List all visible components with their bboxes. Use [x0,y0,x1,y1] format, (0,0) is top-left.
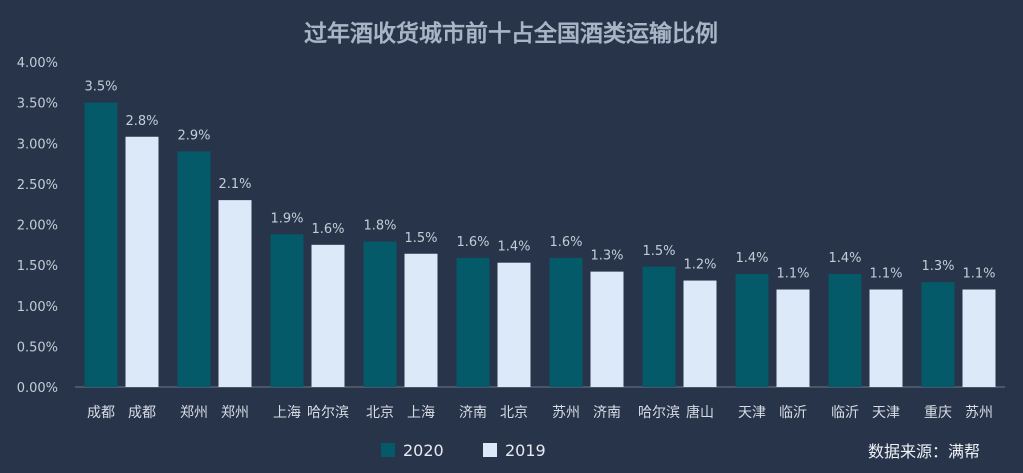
bar-2019-上海 [404,253,438,387]
bar-2020-上海 [270,234,304,387]
data-label: 1.3% [590,249,623,264]
category-label: 苏州 [965,405,993,421]
category-label: 济南 [459,405,487,421]
data-label: 1.1% [776,267,809,282]
bar-2020-苏州 [549,257,583,387]
category-label: 成都 [87,405,115,421]
category-label: 济南 [593,405,621,421]
legend-label: 2020 [403,441,444,460]
data-label: 1.6% [456,235,489,250]
category-label: 郑州 [221,405,249,421]
legend-label: 2019 [505,441,546,460]
bar-2019-成都 [125,136,159,387]
bar-2020-临沂 [828,274,862,387]
legend-swatch [381,443,395,457]
bar-2020-济南 [456,257,490,387]
category-label: 重庆 [924,405,952,421]
category-label: 天津 [872,405,900,421]
data-label: 2.1% [218,177,251,192]
category-label: 哈尔滨 [307,405,349,421]
bar-2019-临沂 [776,289,810,387]
data-label: 1.4% [735,251,768,266]
data-label: 1.3% [921,259,954,274]
legend: 2020 2019 [381,441,546,460]
category-label: 北京 [500,405,528,421]
chart-title: 过年酒收货城市前十占全国酒类运输比例 [304,20,718,47]
bar-2019-天津 [869,289,903,387]
data-label: 2.8% [125,114,158,129]
category-label: 天津 [738,405,766,421]
y-tick-label: 2.50% [17,178,58,193]
data-label: 1.9% [270,211,303,226]
category-label: 上海 [273,405,301,421]
y-tick-label: 0.50% [17,340,58,355]
data-label: 1.1% [869,267,902,282]
bar-2020-重庆 [921,282,955,387]
bars: 3.5% 成都 2.8% 成都 2.9% 郑州 2.1% 郑州 1.9% 上海 1.6% 哈尔滨 1.8… [84,80,995,421]
legend-swatch [483,443,497,457]
bar-2020-成都 [84,102,118,387]
bar-2019-郑州 [218,200,252,387]
bar-2020-北京 [363,241,397,387]
data-label: 1.4% [828,251,861,266]
y-tick-label: 2.00% [17,219,58,234]
bar-2019-济南 [590,271,624,387]
data-label: 2.9% [177,128,210,143]
bar-2019-唐山 [683,280,717,387]
category-label: 苏州 [552,405,580,421]
category-label: 临沂 [779,405,807,421]
y-axis: 0.00% 0.50% 1.00% 1.50% 2.00% 2.50% 3.00% 3.50%… [17,56,1005,396]
data-label: 1.1% [962,267,995,282]
bar-2020-哈尔滨 [642,266,676,387]
y-tick-label: 3.50% [17,97,58,112]
data-label: 1.8% [363,219,396,234]
category-label: 临沂 [831,405,859,421]
data-label: 1.6% [549,235,582,250]
bar-2020-天津 [735,274,769,387]
bar-2020-郑州 [177,151,211,387]
source-note: 数据来源：满帮 [868,442,980,461]
y-tick-label: 1.50% [17,259,58,274]
category-label: 唐山 [686,404,714,421]
y-tick-label: 4.00% [17,56,58,71]
y-tick-label: 3.00% [17,137,58,152]
category-label: 成都 [128,405,156,421]
data-label: 1.6% [311,222,344,237]
bar-2019-北京 [497,262,531,387]
category-label: 哈尔滨 [638,405,680,421]
data-label: 1.5% [642,244,675,259]
data-label: 1.2% [683,258,716,273]
data-label: 1.5% [404,231,437,246]
category-label: 北京 [366,405,394,421]
category-label: 郑州 [180,405,208,421]
data-label: 1.4% [497,240,530,255]
data-label: 3.5% [84,80,117,95]
category-label: 上海 [407,405,435,421]
bar-2019-哈尔滨 [311,244,345,387]
bar-2019-苏州 [962,289,996,387]
y-tick-label: 0.00% [17,381,58,396]
y-tick-label: 1.00% [17,300,58,315]
